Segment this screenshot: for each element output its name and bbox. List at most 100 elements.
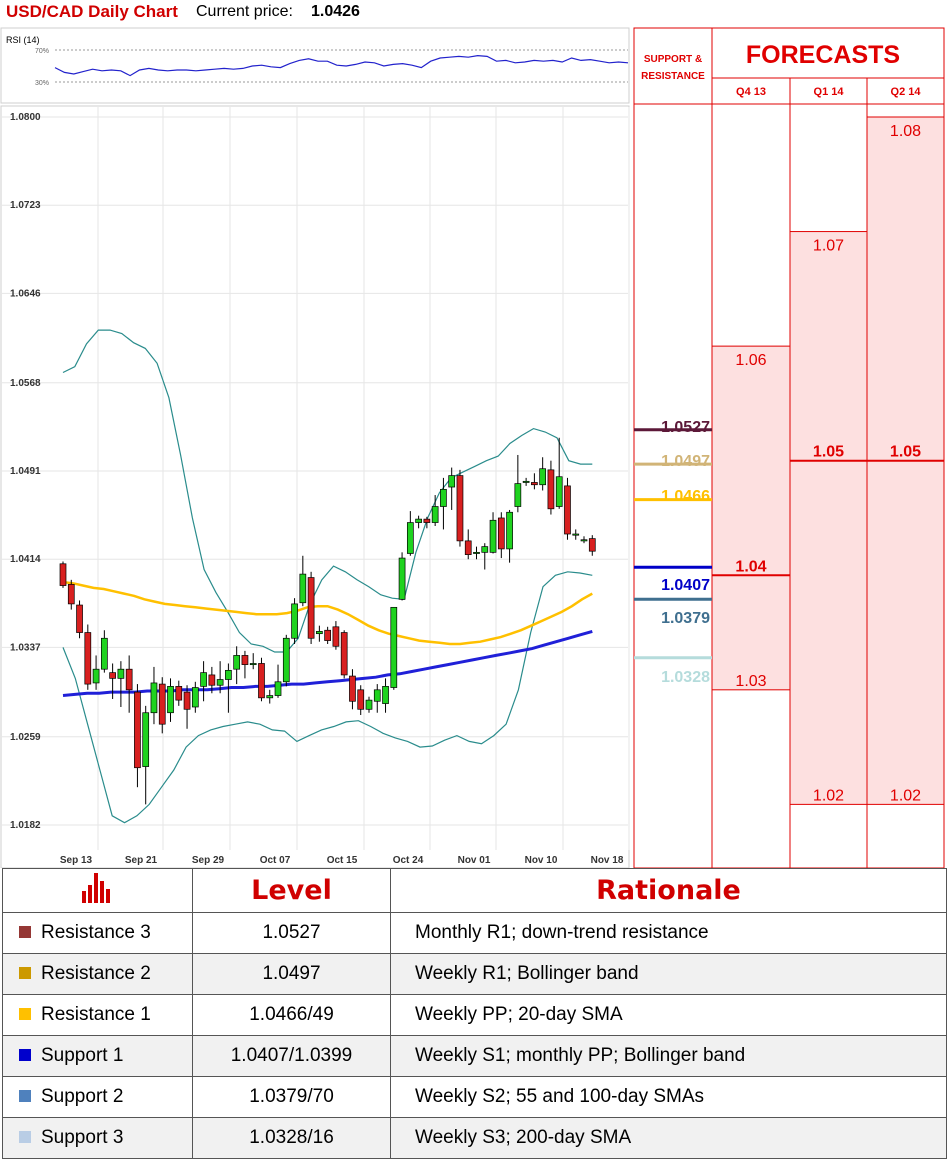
forecast-low-label: 1.02: [813, 787, 844, 804]
bollinger-upper-line: [62, 329, 593, 653]
forecast-range-box: [711, 345, 791, 691]
candle-body: [183, 691, 191, 710]
forecast-title-cell: [711, 27, 945, 79]
candle-body: [555, 476, 563, 507]
candle-body: [241, 655, 249, 665]
candle-body: [539, 468, 547, 486]
level-value-cell: 1.0379/70: [192, 1076, 391, 1118]
price-tick-label: 1.0182: [10, 820, 41, 831]
usdcad-chart: RSI (14) 70% 30% 1.0800 1.0723 1.0646 1.056…: [0, 27, 945, 868]
forecast-col-label: Q2 14: [891, 86, 922, 98]
candle-body: [266, 695, 274, 699]
candle-body: [440, 488, 447, 507]
price-tick-label: 1.0800: [10, 112, 41, 123]
candle-body: [332, 626, 340, 647]
level-color-swatch: [19, 1049, 31, 1061]
level-label: 1.0328: [661, 669, 710, 686]
candle-body: [175, 686, 183, 701]
candle-body: [200, 672, 207, 687]
candle-body: [564, 485, 571, 535]
candle-body: [307, 577, 315, 639]
candle-body: [423, 518, 431, 523]
candle-body: [580, 539, 588, 542]
candle-body: [547, 469, 555, 510]
candle-body: [167, 686, 174, 714]
forecast-panel: SUPPORT & RESISTANCE FORECASTS Q4 13 1.06…: [633, 27, 945, 868]
candle-body: [208, 674, 216, 686]
price-panel: [0, 105, 630, 868]
chart-title: USD/CAD Daily Chart: [6, 2, 178, 21]
level-name-cell: Resistance 3: [2, 912, 193, 954]
candle-body: [291, 603, 298, 639]
rsi-panel: [0, 27, 630, 104]
candle-body: [481, 546, 489, 553]
table-header-icon-cell: [2, 868, 193, 913]
candle-body: [340, 632, 348, 676]
current-price-label: Current price:: [196, 3, 293, 20]
table-row: Support 1 1.0407/1.0399 Weekly S1; monthly…: [2, 1035, 947, 1077]
bar-chart-icon: [81, 873, 110, 903]
current-price-value: 1.0426: [311, 3, 360, 20]
level-color-swatch: [19, 1131, 31, 1143]
date-labels: Sep 13 Sep 21 Sep 29 Oct 07 Oct 15 Oct 24 Nov …: [60, 855, 624, 866]
price-tick-label: 1.0646: [10, 288, 41, 299]
level-label: 1.0466: [661, 488, 710, 505]
candle-body: [489, 519, 497, 553]
rationale-cell: Weekly PP; 20-day SMA: [390, 994, 947, 1036]
forecast-high-label: 1.06: [735, 352, 766, 369]
candle-body: [76, 604, 83, 633]
level-name: Resistance 2: [41, 963, 151, 984]
sr-header-line1: SUPPORT &: [644, 54, 702, 65]
candle-body: [506, 511, 513, 550]
candle-body: [373, 689, 381, 702]
table-row: Support 3 1.0328/16 Weekly S3; 200-day SMA: [2, 1117, 947, 1159]
forecast-col-label: Q4 13: [736, 86, 766, 98]
sma-yellow-line: [62, 580, 593, 646]
candle-body: [572, 533, 580, 536]
candle-body: [522, 480, 530, 483]
level-label: 1.0379: [661, 610, 710, 627]
candle-body: [274, 681, 282, 696]
level-label: 1.0527: [661, 419, 710, 436]
candles: [59, 437, 596, 805]
table-row: Resistance 2 1.0497 Weekly R1; Bollinger b…: [2, 953, 947, 995]
candle-body: [365, 699, 373, 710]
level-value-cell: 1.0466/49: [192, 994, 391, 1036]
level-value-cell: 1.0497: [192, 953, 391, 995]
level-color-swatch: [19, 1090, 31, 1102]
rsi-70-label: 70%: [35, 48, 49, 55]
candle-body: [216, 679, 224, 686]
forecast-col-header: [711, 77, 791, 105]
level-name: Support 2: [41, 1086, 124, 1107]
candle-body: [406, 522, 414, 554]
price-tick-labels: 1.0800 1.0723 1.0646 1.0568 1.0491 1.0414 1.03…: [10, 112, 41, 831]
table-header-rationale: Rationale: [390, 868, 947, 913]
candle-body: [456, 475, 464, 542]
level-name-cell: Resistance 2: [2, 953, 193, 995]
rationale-cell: Weekly S3; 200-day SMA: [390, 1117, 947, 1159]
level-label: 1.0497: [661, 453, 710, 470]
forecast-title: FORECASTS: [746, 41, 900, 69]
table-header-level: Level: [192, 868, 391, 913]
sr-header-line2: RESISTANCE: [641, 71, 705, 82]
forecast-low-label: 1.02: [890, 787, 921, 804]
candle-body: [59, 563, 67, 586]
rsi-line: [54, 54, 629, 77]
level-name: Resistance 1: [41, 1004, 151, 1025]
level-value-cell: 1.0407/1.0399: [192, 1035, 391, 1077]
date-tick-label: Nov 10: [525, 855, 558, 866]
candle-body: [324, 629, 331, 641]
candle-body: [464, 540, 472, 555]
date-tick-label: Sep 29: [192, 855, 225, 866]
candle-body: [382, 686, 389, 704]
candle-body: [431, 506, 439, 523]
level-color-swatch: [19, 1008, 31, 1020]
candle-body: [282, 637, 290, 683]
table-row: Resistance 1 1.0466/49 Weekly PP; 20-day S…: [2, 994, 947, 1036]
candle-body: [258, 663, 265, 699]
level-value-cell: 1.0527: [192, 912, 391, 954]
table-row: Resistance 3 1.0527 Monthly R1; down-trend…: [2, 912, 947, 954]
date-tick-label: Sep 13: [60, 855, 93, 866]
candle-body: [514, 483, 522, 507]
table-row: Support 2 1.0379/70 Weekly S2; 55 and 100-…: [2, 1076, 947, 1118]
